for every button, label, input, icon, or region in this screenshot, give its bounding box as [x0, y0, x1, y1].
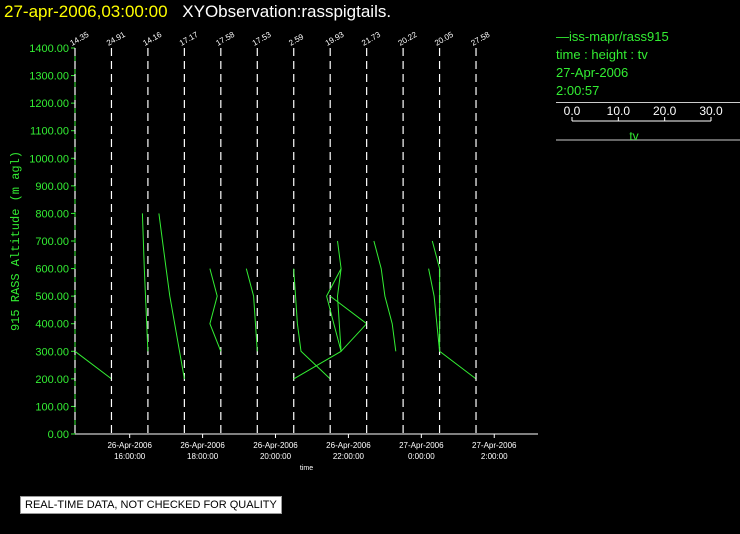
y-tick-label: 1200.00 [29, 98, 69, 110]
y-tick-label: 0.00 [48, 429, 69, 441]
x-tick-time: 2:00:00 [481, 452, 508, 461]
profile-trace [245, 268, 258, 352]
profile-label: 20.05 [433, 30, 455, 48]
y-tick-label: 600.00 [35, 264, 69, 276]
y-tick-label: 100.00 [35, 401, 69, 413]
colorbar: 0.0 10.0 20.0 30.0 tv [556, 104, 740, 143]
x-axis-label: time [300, 465, 313, 472]
legend-date: 27-Apr-2006 [556, 65, 629, 80]
x-tick-date: 27-Apr-2006 [472, 441, 517, 450]
profile-label: 17.53 [251, 30, 273, 48]
x-tick-date: 26-Apr-2006 [180, 441, 225, 450]
x-tick-date: 26-Apr-2006 [326, 441, 371, 450]
y-tick-label: 1300.00 [29, 71, 69, 83]
y-tick-label: 700.00 [35, 236, 69, 248]
plot-datetime: 27-apr-2006,03:00:00 [4, 2, 168, 21]
x-tick-date: 26-Apr-2006 [107, 441, 152, 450]
y-tick-label: 300.00 [35, 346, 69, 358]
profile-label: 21.73 [360, 30, 382, 48]
x-tick-time: 20:00:00 [260, 452, 292, 461]
y-tick-label: 1400.00 [29, 43, 69, 55]
profile-trace [158, 213, 185, 379]
plot-header: 27-apr-2006,03:00:00 XYObservation:rassp… [4, 2, 391, 22]
legend-variables: time : height : tv [556, 47, 648, 62]
x-tick-time: 16:00:00 [114, 452, 146, 461]
x-tick-time: 0:00:00 [408, 452, 435, 461]
x-tick-date: 26-Apr-2006 [253, 441, 298, 450]
profile-label: 17.17 [178, 30, 200, 48]
profile-label: 20.22 [397, 30, 419, 48]
profile-label: 27.58 [470, 30, 492, 48]
plot-title: XYObservation:rasspigtails. [182, 2, 392, 21]
colorbar-tick-label: 10.0 [607, 104, 631, 118]
profile-trace [293, 240, 368, 380]
profile-label: 14.16 [141, 30, 163, 48]
y-tick-label: 400.00 [35, 319, 69, 331]
colorbar-tick-label: 20.0 [653, 104, 677, 118]
y-axis-label: 915 RASS Altitude (m agl) [9, 151, 23, 331]
y-tick-label: 1100.00 [30, 126, 69, 138]
profile-label: 2.59 [287, 32, 305, 48]
profile-trace [74, 350, 112, 380]
legend-series: —iss-mapr/rass915 [556, 29, 669, 44]
profile-label: 17.58 [214, 30, 236, 48]
legend-panel: —iss-mapr/rass915 time : height : tv 27-… [556, 28, 740, 103]
legend-divider [556, 102, 740, 103]
y-tick-label: 200.00 [35, 374, 69, 386]
x-tick-time: 22:00:00 [333, 452, 365, 461]
colorbar-tick-label: 0.0 [564, 104, 581, 118]
y-tick-label: 800.00 [35, 208, 69, 220]
x-tick-date: 27-Apr-2006 [399, 441, 444, 450]
profile-trace [209, 268, 222, 352]
y-tick-label: 900.00 [35, 181, 69, 193]
profile-label: 19.93 [324, 30, 346, 48]
colorbar-label: tv [629, 129, 638, 143]
profile-trace [373, 240, 397, 352]
colorbar-tick-label: 30.0 [699, 104, 723, 118]
profile-trace [428, 268, 441, 352]
x-tick-time: 18:00:00 [187, 452, 219, 461]
legend-time: 2:00:57 [556, 83, 600, 98]
y-tick-label: 1000.00 [29, 153, 69, 165]
profile-label: 24.91 [105, 30, 127, 48]
profile-trace [293, 268, 331, 380]
profile-trace [431, 240, 477, 380]
quality-notice: REAL-TIME DATA, NOT CHECKED FOR QUALITY [20, 496, 282, 514]
profile-label: 14.35 [69, 30, 91, 48]
profile-trace [141, 213, 149, 352]
y-tick-label: 500.00 [35, 291, 69, 303]
